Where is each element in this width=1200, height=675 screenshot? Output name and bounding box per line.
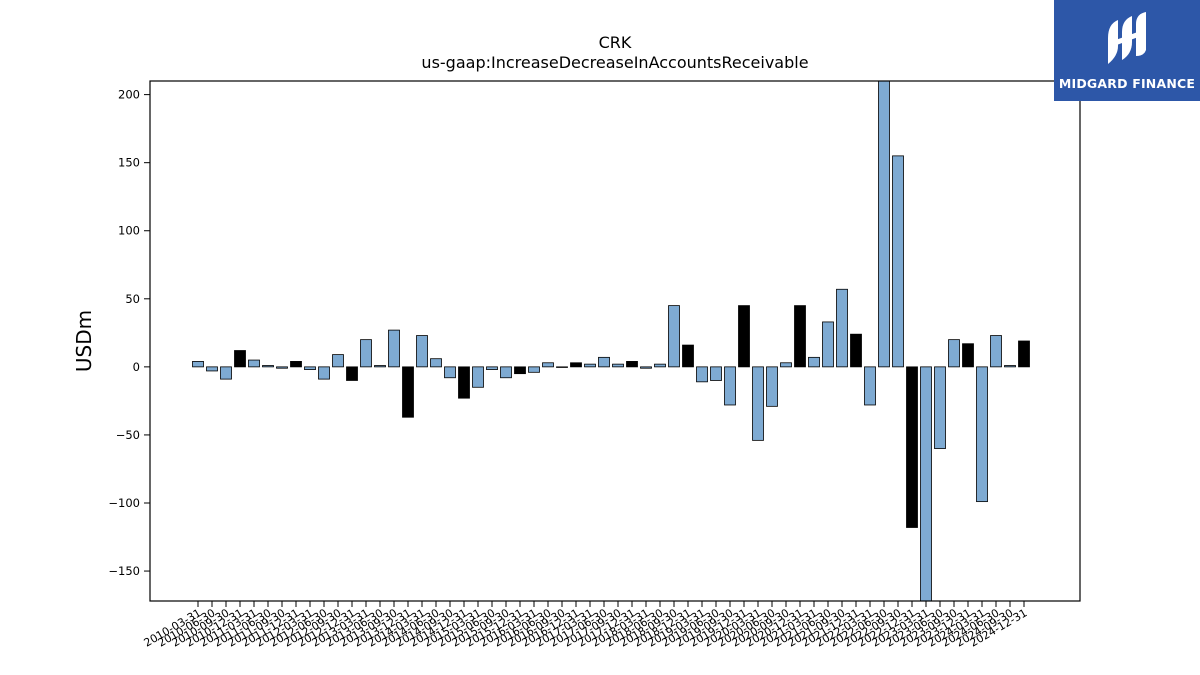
bar-2010-06-30 [206,366,218,372]
bar-2014-06-30 [430,358,442,368]
bar-2010-03-31 [192,361,204,368]
bar-2016-09-30 [556,366,568,368]
bar-2012-06-30 [318,366,330,380]
bar-2019-03-31 [696,366,708,383]
y-tick-label: 50 [125,292,140,306]
midgard-logo-icon [1104,10,1150,72]
bar-2012-12-31 [346,366,358,381]
bar-2021-12-31 [850,333,862,368]
bar-2020-12-31 [794,305,806,368]
bar-2015-06-30 [486,366,498,370]
bar-2019-09-30 [724,366,736,406]
bar-2015-03-31 [472,366,484,388]
bar-2024-03-31 [976,366,988,503]
y-tick-label: 150 [118,156,140,170]
bar-2021-06-30 [822,321,834,368]
bar-2024-06-30 [990,335,1002,368]
bar-2018-06-30 [654,363,666,368]
bar-2012-03-31 [304,366,316,370]
bar-2021-09-30 [836,288,848,368]
bar-2017-03-31 [584,363,596,368]
bar-2023-12-31 [962,343,974,368]
bar-2017-06-30 [598,356,610,368]
bar-2023-03-31 [920,366,932,602]
bar-2011-03-31 [248,359,260,368]
bar-2013-03-31 [360,339,372,368]
bar-2022-06-30 [878,80,890,368]
bar-2016-12-31 [570,362,582,368]
bar-2024-09-30 [1004,365,1016,368]
bar-2016-06-30 [542,362,554,368]
brand-logo: MIDGARD FINANCE [1054,0,1200,101]
bar-2010-12-31 [234,350,246,368]
bar-2014-09-30 [444,366,456,379]
bar-2017-09-30 [612,363,624,368]
bar-2014-03-31 [416,335,428,368]
bar-2015-12-31 [514,366,526,375]
y-tick-label: 200 [118,88,140,102]
bar-2012-09-30 [332,354,344,368]
bar-2018-03-31 [640,366,652,369]
y-tick-label: −100 [108,496,140,510]
y-tick-label: 0 [133,360,140,374]
bar-2014-12-31 [458,366,470,399]
x-axis: 2010-03-312010-06-302010-09-302010-12-31… [142,601,1030,650]
bar-2024-12-31 [1018,340,1030,368]
plot-frame [149,80,1081,602]
bar-2023-09-30 [948,339,960,368]
bar-2020-09-30 [780,362,792,368]
bar-2010-09-30 [220,366,232,380]
y-tick-label: −150 [108,564,140,578]
bar-2020-06-30 [766,366,778,407]
bar-2013-06-30 [374,365,386,368]
bar-2011-12-31 [290,361,302,368]
y-tick-label: −50 [116,428,140,442]
bar-2013-09-30 [388,329,400,368]
bar-2011-09-30 [276,366,288,369]
bar-2011-06-30 [262,365,274,368]
bar-2023-06-30 [934,366,946,449]
bar-2022-03-31 [864,366,876,406]
bar-2020-03-31 [752,366,764,441]
bar-2019-06-30 [710,366,722,381]
chart-title: CRK [599,33,632,52]
bar-2016-03-31 [528,366,540,373]
bar-2021-03-31 [808,356,820,368]
y-axis-label: USDm [72,310,96,372]
bar-2022-09-30 [892,155,904,368]
bar-2013-12-31 [402,366,414,418]
y-axis: −150 −100 −50 0 50 100 150 200 [108,88,150,578]
chart-subtitle: us-gaap:IncreaseDecreaseInAccountsReceiv… [421,53,808,72]
bar-2015-09-30 [500,366,512,379]
bar-2018-12-31 [682,344,694,368]
bar-2018-09-30 [668,305,680,368]
bar-2017-12-31 [626,361,638,368]
bars-layer [192,80,1030,602]
y-tick-label: 100 [118,224,140,238]
brand-name: MIDGARD FINANCE [1058,76,1196,91]
bar-2019-12-31 [738,305,750,368]
bar-2022-12-31 [906,366,918,528]
